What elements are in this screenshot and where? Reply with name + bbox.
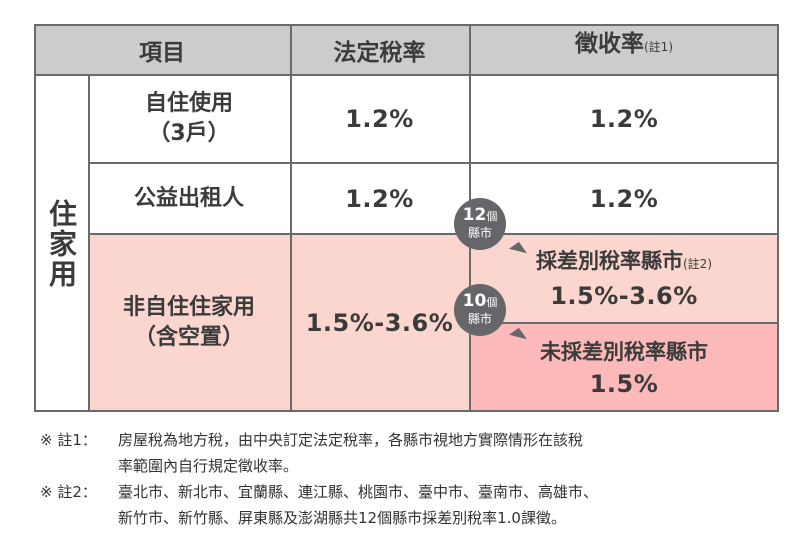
badge-count: 10 (462, 291, 487, 311)
row-non-owner-occupied-item: 非自住住家用 （含空置） (88, 234, 290, 412)
border-row2 (88, 233, 779, 235)
footnote-line: 率範圍內自行規定徵收率。 (118, 457, 299, 475)
item-sublabel: （3戶） (148, 121, 230, 146)
differential-rate-label-wrap: 採差別稅率縣市(註2) (536, 245, 712, 280)
statutory-rate-value: 1.5%-3.6% (305, 309, 454, 337)
header-item-label: 項目 (139, 39, 185, 66)
footnotes: ※ 註1： 房屋稅為地方稅，由中央訂定法定稅率，各縣市視地方實際情形在該稅 率範… (40, 427, 780, 531)
badge-12-counties: 12個 縣市 (454, 198, 506, 250)
border-col2 (290, 24, 292, 412)
footnote-line: 新竹市、新竹縣、屏東縣及澎湖縣共12個縣市採差別稅率1.0課徵。 (118, 509, 566, 527)
header-levy-rate-label: 徵收率 (575, 31, 644, 57)
footnote-mark: ※ 註1： (40, 431, 97, 449)
non-differential-rate-label: 未採差別稅率縣市 (540, 339, 708, 364)
badge-count-wrap: 12個 (463, 207, 498, 225)
border-bottom (34, 410, 779, 412)
footnote-2: ※ 註2： 臺北市、新北市、宜蘭縣、連江縣、桃園市、臺中市、臺南市、高雄市、 新… (40, 479, 780, 531)
differential-rate-label: 採差別稅率縣市 (536, 249, 683, 273)
row-public-landlord-statutory: 1.2% (290, 163, 469, 234)
footnote-body: 臺北市、新北市、宜蘭縣、連江縣、桃園市、臺中市、臺南市、高雄市、 新竹市、新竹縣… (118, 479, 598, 531)
badge-count-wrap: 10個 (463, 293, 498, 311)
row-non-owner-occupied-statutory: 1.5%-3.6% (290, 234, 469, 412)
border-top (34, 24, 779, 26)
group-label-residential: 住家用 (34, 75, 88, 412)
badge-unit: 個 (486, 296, 498, 309)
group-label-text: 住家用 (45, 198, 78, 289)
border-left (34, 24, 36, 412)
badge-sub: 縣市 (467, 312, 492, 326)
row-owner-occupied-item: 自住使用 （3戶） (88, 75, 290, 163)
item-label: 公益出租人 (133, 185, 244, 211)
border-right (777, 24, 779, 412)
row-differential-rate-levy: 採差別稅率縣市(註2) 1.5%-3.6% (469, 234, 779, 323)
row-non-differential-rate-levy: 未採差別稅率縣市 1.5% (469, 323, 779, 412)
header-statutory-rate: 法定稅率 (290, 24, 469, 75)
border-row1 (88, 162, 779, 164)
row-owner-occupied-statutory: 1.2% (290, 75, 469, 163)
badge-unit: 個 (486, 210, 498, 223)
badge-sub: 縣市 (467, 226, 492, 240)
item-label: 非自住住家用 (122, 295, 255, 320)
levy-rate-value: 1.2% (589, 184, 659, 213)
item-label: 自住使用 (144, 91, 233, 116)
row-owner-occupied-levy: 1.2% (469, 75, 779, 163)
footnote-line: 房屋稅為地方稅，由中央訂定法定稅率，各縣市視地方實際情形在該稅 (118, 431, 584, 449)
statutory-rate-value: 1.2% (345, 105, 414, 133)
header-levy-rate: 徵收率 (註1) (469, 24, 779, 75)
tax-rate-table: 項目 法定稅率 徵收率 (註1) 住家用 自住使用 （3戶） 1.2% 1.2%… (34, 24, 779, 412)
footnote-1: ※ 註1： 房屋稅為地方稅，由中央訂定法定稅率，各縣市視地方實際情形在該稅 率範… (40, 427, 780, 479)
non-differential-rate-value: 1.5% (589, 369, 659, 398)
levy-rate-value: 1.2% (589, 105, 659, 133)
badge-count: 12 (462, 205, 487, 225)
badge-10-counties: 10個 縣市 (454, 284, 506, 336)
row-public-landlord-item: 公益出租人 (88, 163, 290, 234)
border-header (34, 74, 779, 76)
border-sub (469, 322, 779, 324)
row-public-landlord-levy: 1.2% (469, 163, 779, 234)
note-ref-1: (註1) (644, 40, 673, 54)
statutory-rate-value: 1.2% (345, 184, 414, 213)
header-item: 項目 (34, 24, 290, 75)
footnote-mark: ※ 註2： (40, 483, 97, 501)
differential-rate-value: 1.5%-3.6% (550, 282, 698, 310)
note-ref-2: (註2) (683, 257, 712, 271)
item-sublabel: （含空置） (133, 325, 244, 350)
footnote-body: 房屋稅為地方稅，由中央訂定法定稅率，各縣市視地方實際情形在該稅 率範圍內自行規定… (118, 427, 583, 479)
header-statutory-rate-label: 法定稅率 (333, 39, 426, 66)
border-col1 (88, 75, 90, 412)
footnote-line: 臺北市、新北市、宜蘭縣、連江縣、桃園市、臺中市、臺南市、高雄市、 (118, 483, 599, 501)
